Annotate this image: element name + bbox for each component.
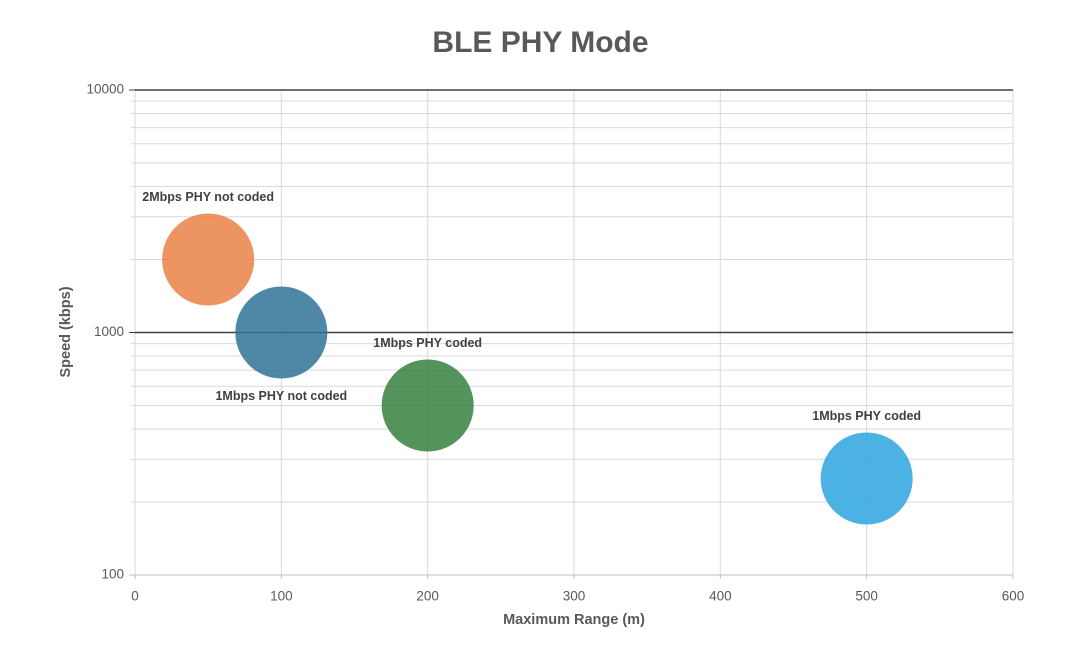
x-axis-title: Maximum Range (m) [503, 612, 645, 628]
bubble-label: 2Mbps PHY not coded [142, 190, 274, 204]
x-tick-label: 400 [709, 589, 732, 604]
bubble-1mbps-phy-coded [381, 359, 474, 452]
tick-labels: 0 100 200 300 400 500 600 100 1000 10000 [86, 82, 1024, 604]
x-tick-label: 0 [131, 589, 139, 604]
x-tick-label: 600 [1002, 589, 1025, 604]
x-tick-label: 300 [563, 589, 586, 604]
y-tick-label: 1000 [94, 324, 124, 339]
minor-gridlines [131, 100, 1013, 503]
y-tick-label: 100 [101, 567, 124, 582]
y-tick-label: 10000 [86, 82, 124, 97]
x-tick-label: 500 [855, 589, 878, 604]
x-tick-label: 200 [416, 589, 439, 604]
chart-title: BLE PHY Mode [432, 26, 649, 59]
y-axis-title: Speed (kbps) [58, 286, 74, 378]
bubble-1mbps-phy-not-coded [235, 286, 328, 379]
bubble-label: 1Mbps PHY not coded [215, 389, 347, 403]
bubble-1mbps-phy-coded [820, 432, 913, 525]
bubble-labels: 2Mbps PHY not coded 1Mbps PHY not coded 1M… [142, 190, 921, 423]
bubble-2mbps-phy-not-coded [162, 213, 255, 306]
bubbles [162, 213, 913, 525]
bubble-label: 1Mbps PHY coded [812, 409, 921, 423]
x-tick-label: 100 [270, 589, 293, 604]
bubble-label: 1Mbps PHY coded [373, 336, 482, 350]
